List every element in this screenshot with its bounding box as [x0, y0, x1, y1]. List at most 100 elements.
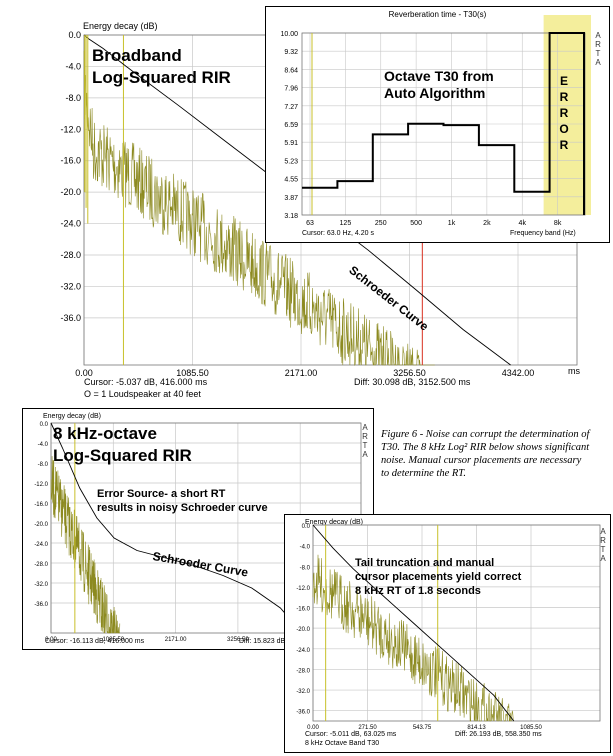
main-title-line2: Log-Squared RIR	[92, 68, 231, 87]
trunc-note-line2: cursor placements yield correct	[355, 571, 522, 583]
y-tick-label: -16.0	[60, 156, 81, 166]
y-tick-label: 9.32	[284, 49, 298, 56]
t30-plot: 10.00 9.32 8.64 7.96 7.27 6.59 5.91 5.23 4.55 3.8…	[280, 15, 591, 227]
x-tick-label: 63	[306, 220, 314, 227]
t30-panel: Reverberation time - T30(s) 10.00 9.32 8.6…	[265, 6, 610, 243]
x-tick-label: 1k	[448, 220, 456, 227]
error-label: E R R O R	[558, 73, 570, 153]
y-tick-label: -12.0	[296, 586, 310, 592]
arta-letter: A	[595, 58, 601, 67]
trunc-cursor-readout: Cursor: -5.011 dB, 63.025 ms	[305, 731, 397, 738]
y-tick-label: -36.0	[296, 710, 310, 716]
x-tick-label: 4342.00	[502, 368, 535, 378]
trunc-note-line1: Tail truncation and manual	[355, 557, 495, 569]
error-letter: R	[559, 106, 569, 120]
x-tick-label: 1085.50	[520, 725, 542, 731]
x-tick-label: 2171.00	[285, 368, 318, 378]
y-tick-label: 0.0	[40, 422, 49, 428]
y-tick-label: -24.0	[34, 542, 48, 548]
y-tick-label: 10.00	[280, 31, 298, 38]
arta-letter: T	[600, 545, 606, 554]
x-tick-label: 3256.50	[393, 368, 426, 378]
trunc-plot: 0.0 -4.0 -8.0 -12.0 -16.0 -20.0 -24.0 -28.0 -32.…	[296, 524, 601, 731]
t30-title: Reverberation time - T30(s)	[388, 10, 487, 19]
figure-caption: Figure 6 - Noise can corrupt the determi…	[381, 429, 590, 479]
y-tick-label: -36.0	[60, 313, 81, 323]
arta-letter: R	[595, 40, 601, 49]
y-tick-label: 5.23	[284, 158, 298, 165]
t30-inner-title-line1: Octave T30 from	[384, 68, 494, 84]
khz-plot: 0.0 -4.0 -8.0 -12.0 -16.0 -20.0 -24.0 -28.0 -32.…	[34, 422, 362, 643]
main-cursor-readout: Cursor: -5.037 dB, 416.000 ms	[84, 377, 208, 387]
t30-step-curve	[302, 32, 585, 193]
y-tick-label: -36.0	[34, 602, 48, 608]
main-xunit: ms	[568, 366, 580, 376]
error-letter: R	[559, 138, 569, 152]
t30-inner-title-line2: Auto Algorithm	[384, 85, 486, 101]
x-tick-label: 3256.50	[227, 637, 249, 643]
y-tick-label: 4.55	[284, 177, 298, 184]
khz-cursor-readout: Cursor: -16.113 dB, 416.000 ms	[45, 638, 145, 645]
y-tick-label: -4.0	[300, 545, 311, 551]
y-tick-label: 3.18	[284, 213, 298, 220]
main-ylabel: Energy decay (dB)	[83, 21, 158, 31]
arta-letter: A	[600, 527, 606, 536]
arta-letter: A	[362, 423, 368, 432]
schroeder-curve	[50, 422, 298, 629]
y-tick-label: -8.0	[38, 462, 49, 468]
arta-letter: A	[595, 31, 601, 40]
y-tick-label: -16.0	[296, 607, 310, 613]
arta-letter: R	[600, 536, 606, 545]
x-tick-label: 1085.50	[102, 637, 124, 643]
arta-letter: T	[595, 49, 601, 58]
x-tick-label: 0.00	[45, 637, 57, 643]
x-tick-label: 4k	[519, 220, 527, 227]
x-tick-label: 250	[375, 220, 387, 227]
y-tick-label: -4.0	[38, 442, 49, 448]
khz-ylabel: Energy decay (dB)	[43, 413, 101, 420]
khz-title-line1: 8 kHz-octave	[53, 424, 157, 443]
y-tick-label: -28.0	[34, 562, 48, 568]
y-tick-label: -12.0	[60, 124, 81, 134]
khz-title-line2: Log-Squared RIR	[53, 446, 192, 465]
x-tick-label: 8k	[554, 220, 562, 227]
x-tick-label: 0.00	[307, 725, 319, 731]
y-tick-label: 5.91	[284, 140, 298, 147]
y-tick-label: 6.59	[284, 122, 298, 129]
x-tick-label: 814.13	[467, 725, 486, 731]
y-tick-label: 8.64	[284, 67, 298, 74]
main-title-line1: Broadband	[92, 46, 182, 65]
t30-xlabel: Frequency band (Hz)	[510, 230, 576, 237]
trunc-panel: Energy decay (dB) 0.0 -4.0 -8.0 -12.0 -16.0 -…	[284, 514, 611, 753]
schroeder-curve	[312, 524, 515, 722]
y-tick-label: -8.0	[300, 565, 311, 571]
error-letter: R	[559, 90, 569, 104]
y-tick-label: 0.0	[68, 30, 81, 40]
x-tick-label: 543.75	[413, 725, 432, 731]
x-tick-label: 500	[410, 220, 422, 227]
y-tick-label: -20.0	[34, 522, 48, 528]
y-tick-label: -20.0	[296, 627, 310, 633]
arta-letter: R	[362, 432, 368, 441]
x-tick-label: 125	[340, 220, 352, 227]
x-tick-label: 1085.50	[176, 368, 209, 378]
y-tick-label: -32.0	[34, 582, 48, 588]
khz-error-line2: results in noisy Schroeder curve	[97, 502, 268, 514]
main-note: O = 1 Loudspeaker at 40 feet	[84, 389, 201, 399]
rir-trace	[83, 50, 435, 366]
arta-letter: A	[362, 450, 368, 459]
trunc-diff-readout: Diff: 26.193 dB, 558.350 ms	[455, 731, 542, 738]
y-tick-label: -32.0	[296, 689, 310, 695]
rir-trace	[50, 456, 121, 634]
khz-error-line1: Error Source- a short RT	[97, 488, 226, 500]
trunc-note-line3: 8 kHz RT of 1.8 seconds	[355, 585, 481, 597]
y-tick-label: -16.0	[34, 502, 48, 508]
y-tick-label: 3.87	[284, 195, 298, 202]
y-tick-label: -4.0	[65, 61, 81, 71]
y-tick-label: -20.0	[60, 187, 81, 197]
trunc-ylabel: Energy decay (dB)	[305, 519, 363, 526]
y-tick-label: -12.0	[34, 482, 48, 488]
